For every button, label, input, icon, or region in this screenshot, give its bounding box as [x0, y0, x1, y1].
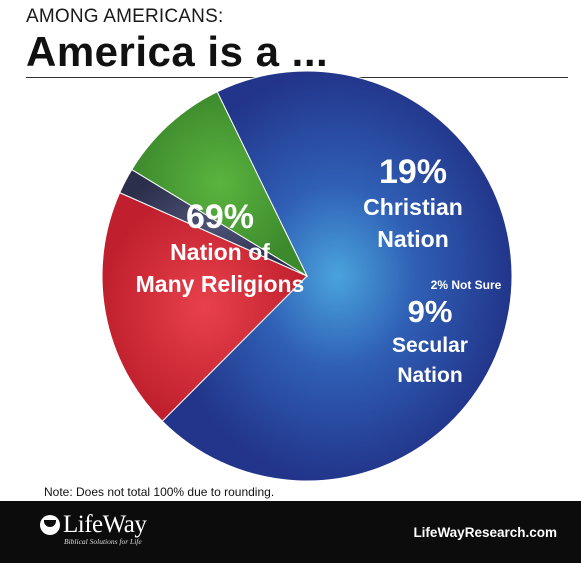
pie-slice-secular-nation: [131, 91, 309, 278]
pie-chart: 69% Nation of Many Religions 19% Christian Na…: [101, 70, 513, 482]
lifeway-logo-icon: [40, 515, 60, 535]
pie-slice-christian-nation: [101, 191, 308, 422]
slice-label-secular-nation: Secular: [392, 334, 468, 357]
chart-kicker: AMONG AMERICANS:: [26, 6, 224, 27]
slice-label-christian-nation: Nation: [377, 226, 449, 252]
slice-percent-secular-nation: 9%: [408, 294, 453, 329]
lifeway-logo: LifeWay Biblical Solutions for Life: [40, 511, 147, 546]
website-link[interactable]: LifeWayResearch.com: [413, 525, 557, 540]
slice-label-many-religions: Many Religions: [136, 271, 305, 297]
slice-percent-not-sure: 2% Not Sure: [431, 278, 502, 292]
slice-label-secular-nation: Nation: [397, 364, 462, 387]
slice-label-christian-nation: Christian: [363, 194, 463, 220]
pie-slice-many-religions: [161, 70, 513, 482]
slice-percent-many-religions: 69%: [186, 198, 254, 236]
logo-name: LifeWay: [63, 511, 147, 538]
chart-title: America is a ...: [26, 28, 329, 75]
footer-bar: LifeWay Biblical Solutions for Life Life…: [0, 501, 581, 563]
slice-percent-christian-nation: 19%: [379, 153, 447, 191]
logo-tagline: Biblical Solutions for Life: [64, 537, 142, 546]
slice-label-many-religions: Nation of: [170, 239, 270, 265]
footnote: Note: Does not total 100% due to roundin…: [44, 485, 275, 499]
